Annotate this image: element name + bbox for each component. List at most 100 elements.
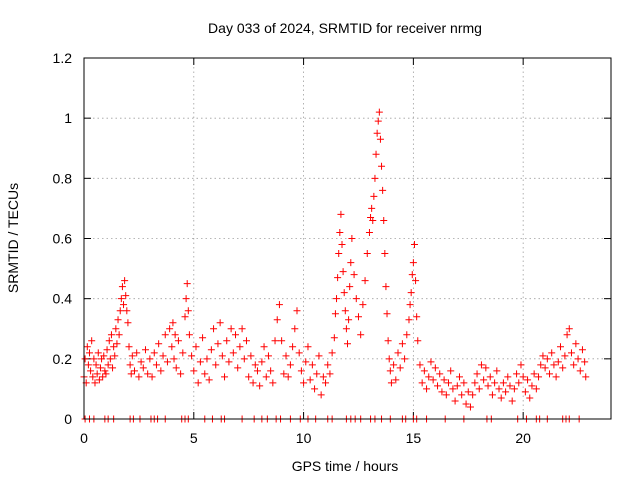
y-tick-labels: 0 0.2 0.4 0.6 0.8 1 1.2 xyxy=(53,50,73,427)
data-point xyxy=(297,367,305,375)
data-point xyxy=(240,355,248,363)
data-point xyxy=(484,382,492,390)
data-point xyxy=(91,379,99,387)
data-point xyxy=(120,301,128,309)
data-point xyxy=(524,376,532,384)
x-tick-labels: 0 5 10 15 20 xyxy=(80,430,531,446)
y-tick-label: 0.2 xyxy=(53,351,73,367)
data-point xyxy=(506,382,514,390)
data-point xyxy=(260,343,268,351)
data-point xyxy=(161,331,169,339)
data-point xyxy=(376,135,384,143)
data-point xyxy=(315,352,323,360)
data-point xyxy=(194,379,202,387)
data-point xyxy=(438,388,446,396)
data-point xyxy=(133,349,141,357)
data-point xyxy=(232,331,240,339)
data-point xyxy=(354,313,362,321)
data-point xyxy=(418,379,426,387)
data-point xyxy=(286,361,294,369)
data-point xyxy=(95,376,103,384)
data-point xyxy=(403,331,411,339)
data-point xyxy=(124,319,132,327)
data-point xyxy=(460,379,468,387)
data-point xyxy=(502,388,510,396)
data-point xyxy=(319,373,327,381)
data-point xyxy=(275,301,283,309)
data-point xyxy=(135,373,143,381)
data-point xyxy=(374,117,382,125)
data-point xyxy=(486,373,494,381)
data-point xyxy=(311,385,319,393)
data-point xyxy=(359,301,367,309)
data-point xyxy=(369,216,377,224)
data-point xyxy=(504,373,512,381)
data-point xyxy=(394,349,402,357)
data-point xyxy=(405,316,413,324)
data-point xyxy=(532,385,540,393)
data-point xyxy=(546,370,554,378)
data-point xyxy=(326,370,334,378)
data-point xyxy=(480,376,488,384)
data-point xyxy=(308,361,316,369)
data-point xyxy=(282,352,290,360)
data-point xyxy=(469,391,477,399)
data-point xyxy=(273,316,281,324)
data-point xyxy=(121,277,129,285)
data-point xyxy=(174,337,182,345)
x-tick-label: 5 xyxy=(190,430,198,446)
data-point xyxy=(152,361,160,369)
data-point xyxy=(345,316,353,324)
data-point xyxy=(334,274,342,282)
data-point xyxy=(190,367,198,375)
data-point xyxy=(207,346,215,354)
data-point xyxy=(177,370,185,378)
data-point xyxy=(113,340,121,348)
data-point xyxy=(304,343,312,351)
data-point xyxy=(267,367,275,375)
data-point xyxy=(488,391,496,399)
data-point xyxy=(449,385,457,393)
data-point xyxy=(429,376,437,384)
data-point xyxy=(390,361,398,369)
data-point xyxy=(262,373,270,381)
data-point xyxy=(131,367,139,375)
data-point xyxy=(317,391,325,399)
data-point xyxy=(225,358,233,366)
data-point xyxy=(455,373,463,381)
data-point xyxy=(269,379,277,387)
data-point xyxy=(112,325,120,333)
data-point xyxy=(578,346,586,354)
data-point xyxy=(150,349,158,357)
data-point xyxy=(336,228,344,236)
data-point xyxy=(508,397,516,405)
data-point xyxy=(440,376,448,384)
data-point xyxy=(169,319,177,327)
data-point xyxy=(436,370,444,378)
data-point xyxy=(473,370,481,378)
data-point xyxy=(413,313,421,321)
y-tick-label: 0.4 xyxy=(53,291,73,307)
data-point xyxy=(340,289,348,297)
data-point xyxy=(493,367,501,375)
data-point xyxy=(423,385,431,393)
data-point xyxy=(556,343,564,351)
data-point xyxy=(548,349,556,357)
data-point xyxy=(535,373,543,381)
data-point xyxy=(196,358,204,366)
data-point xyxy=(375,108,383,116)
data-point xyxy=(212,361,220,369)
data-point xyxy=(361,277,369,285)
data-point xyxy=(126,361,134,369)
data-point xyxy=(379,186,387,194)
x-tick-label: 15 xyxy=(406,430,422,446)
data-point xyxy=(144,370,152,378)
data-point xyxy=(462,400,470,408)
data-point xyxy=(342,325,350,333)
data-point xyxy=(513,370,521,378)
data-point xyxy=(245,373,253,381)
data-point xyxy=(386,367,394,375)
data-point xyxy=(107,331,115,339)
plot-frame xyxy=(83,57,612,420)
